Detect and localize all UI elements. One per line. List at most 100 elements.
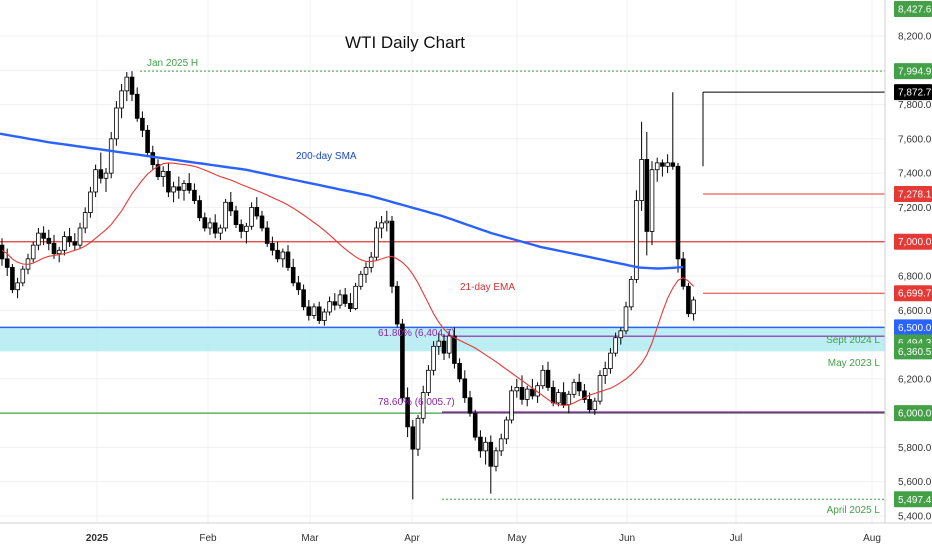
price-tag: 5,497.4 [894, 491, 932, 508]
price-tag-label: 6,500.0 [898, 323, 932, 334]
candle-body [77, 227, 83, 246]
candle-body [244, 225, 249, 232]
candle-body [207, 222, 213, 229]
time-tick-label: Mar [301, 533, 319, 544]
candle-body [186, 183, 192, 191]
candle-body [452, 335, 457, 364]
candle-body [212, 222, 218, 234]
candle-body [160, 171, 166, 177]
candle-body [306, 306, 312, 316]
candle-body [660, 162, 665, 167]
candle-body [400, 323, 405, 399]
price-tag: 7,872.7 [894, 84, 932, 101]
candle-body [686, 285, 691, 315]
candle-body [519, 387, 525, 400]
price-tick-label: 6,600.0 [898, 306, 932, 317]
candle-body [155, 164, 161, 177]
candle-body [254, 207, 260, 217]
price-tag-box [894, 186, 932, 203]
price-tag-label: 6,000.0 [898, 409, 932, 420]
price-tick-label: 7,200.0 [898, 203, 932, 214]
candle-body [181, 183, 187, 191]
candle-body [665, 162, 670, 167]
candle-body [259, 215, 265, 229]
price-tag-box [894, 84, 932, 101]
candle-body [405, 397, 410, 428]
candle-body [150, 152, 156, 165]
candle-body [493, 450, 499, 467]
candle-body [348, 303, 353, 309]
price-tag-label: 8,427.6 [898, 5, 932, 16]
candle-body [192, 189, 197, 201]
candle-body [602, 368, 608, 376]
candle-body [4, 258, 10, 268]
price-tick-label: 5,800.0 [898, 443, 932, 454]
moving-averages [0, 132, 694, 406]
candle-body [639, 159, 644, 201]
candle-body [431, 345, 436, 371]
candle-body [415, 417, 421, 450]
price-tag-box [894, 1, 932, 17]
candle-body [51, 243, 57, 255]
ema-21-line [1, 162, 694, 406]
time-axis: 2025 Feb Mar Apr May Jun Jul Aug [86, 533, 881, 544]
candle-body [124, 76, 130, 92]
candle-body [327, 301, 332, 313]
candle-body [608, 352, 613, 369]
candle-body [93, 169, 98, 193]
candle-body [358, 273, 364, 287]
price-axis: 5,400.05,600.05,800.06,000.06,200.06,400… [898, 32, 932, 523]
candle-body [171, 186, 176, 193]
price-tag-label: 5,497.4 [898, 495, 932, 506]
candle-body [322, 311, 327, 321]
candle-body [634, 200, 639, 280]
price-tag-box [894, 491, 932, 508]
candle-body [30, 244, 36, 260]
time-tick-label: Jul [730, 533, 743, 544]
time-tick-label: Jun [619, 533, 635, 544]
candle-body [379, 222, 384, 229]
candle-body [249, 207, 254, 227]
candle-body [337, 294, 343, 306]
candle-body [82, 212, 88, 229]
price-tag: 7,278.1 [894, 186, 932, 203]
candle-body [0, 244, 5, 260]
candlestick-series [0, 71, 696, 500]
candle-body [140, 117, 145, 131]
candle-body [98, 169, 104, 179]
candle-body [166, 171, 171, 193]
price-tag-box [894, 285, 932, 302]
candle-body [556, 392, 561, 404]
chart-title: WTI Daily Chart [345, 33, 465, 52]
candle-body [420, 392, 426, 419]
candle-body [498, 438, 504, 452]
jan-high-label: Jan 2025 H [147, 58, 198, 69]
candle-body [582, 390, 587, 400]
candle-body [296, 282, 301, 291]
sept-low-label: Sept 2024 L [826, 335, 880, 346]
candle-body [233, 210, 239, 225]
candle-body [119, 90, 124, 109]
annotations: Jan 2025 H 200-day SMA 21-day EMA 61.80% (6… [147, 58, 880, 516]
candle-body [436, 340, 442, 347]
candle-body [353, 285, 358, 309]
candle-body [561, 392, 566, 405]
price-tick-label: 6,800.0 [898, 272, 932, 283]
candle-body [587, 399, 592, 411]
candle-body [129, 76, 135, 95]
candle-body [41, 232, 46, 239]
candle-body [228, 201, 234, 212]
candle-body [675, 165, 681, 260]
candle-body [680, 258, 686, 287]
time-tick-label: Aug [863, 533, 881, 544]
candle-body [644, 159, 650, 232]
candle-body [285, 251, 291, 268]
candle-body [394, 285, 400, 325]
candle-body [618, 330, 624, 339]
time-tick-label: Feb [199, 533, 217, 544]
candle-body [441, 340, 447, 354]
time-tick-label: Apr [404, 533, 420, 544]
candle-body [67, 236, 72, 243]
candle-body [623, 306, 629, 332]
